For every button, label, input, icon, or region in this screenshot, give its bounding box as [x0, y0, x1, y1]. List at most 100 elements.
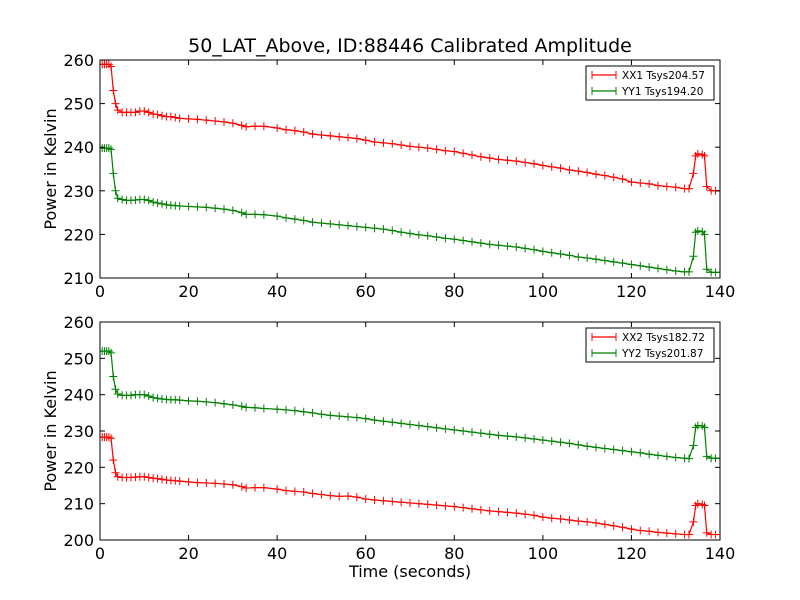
data-point — [282, 213, 290, 222]
chart-panel-2: 0 20 40 60 80 100 120 140 200 210 220 230 240 250 260 P… — [41, 313, 735, 581]
y-tick-label: 200 — [63, 531, 94, 550]
data-point — [423, 422, 432, 431]
data-point — [574, 517, 583, 526]
data-point — [251, 210, 259, 219]
data-point — [530, 245, 538, 254]
data-point — [149, 198, 158, 207]
data-point — [379, 496, 388, 505]
data-point — [636, 261, 645, 270]
data-point — [326, 491, 335, 500]
data-point — [211, 117, 220, 126]
data-point — [153, 474, 162, 483]
data-point — [193, 202, 202, 211]
data-point — [406, 142, 414, 151]
data-point — [273, 405, 282, 414]
data-point — [432, 145, 441, 154]
legend-swatch-marker — [591, 333, 617, 341]
data-point — [273, 124, 282, 133]
data-point — [512, 243, 521, 252]
data-point — [583, 442, 592, 451]
data-point — [432, 233, 441, 242]
data-point — [220, 480, 228, 489]
data-point — [406, 498, 414, 507]
data-point — [361, 223, 370, 232]
data-point — [299, 127, 308, 136]
data-point — [202, 203, 211, 212]
x-tick-label: 120 — [616, 282, 647, 301]
data-point — [609, 521, 618, 530]
data-point — [326, 131, 335, 140]
data-point — [700, 151, 709, 160]
data-point — [175, 396, 184, 405]
data-point — [450, 235, 459, 244]
y-tick-label: 220 — [63, 225, 94, 244]
data-point — [432, 501, 441, 510]
data-point — [583, 517, 592, 526]
y-tick-label: 220 — [63, 458, 94, 477]
data-point — [299, 407, 308, 416]
data-point — [158, 475, 166, 484]
data-point — [140, 472, 149, 481]
y-tick-label: 240 — [63, 138, 94, 157]
legend-box — [585, 327, 715, 363]
data-point — [700, 423, 709, 432]
data-point — [202, 397, 211, 406]
data-point — [237, 208, 246, 217]
legend-swatch-marker — [591, 87, 617, 95]
data-point — [140, 107, 149, 116]
y-tick-label: 250 — [63, 349, 94, 368]
data-point — [441, 501, 450, 510]
data-point — [450, 425, 459, 434]
data-point — [193, 397, 202, 406]
data-point — [485, 240, 494, 249]
data-point — [352, 493, 361, 502]
data-point — [468, 237, 476, 246]
data-point — [308, 489, 317, 498]
data-point — [140, 195, 149, 204]
data-point — [671, 267, 680, 276]
legend-label: XX2 Tsys182.72 — [622, 332, 705, 344]
data-point — [547, 248, 556, 257]
data-point — [397, 419, 406, 428]
data-point — [702, 452, 711, 461]
data-point — [175, 477, 184, 486]
data-point — [109, 169, 118, 178]
data-point — [494, 155, 503, 164]
data-point — [111, 99, 120, 108]
data-point — [627, 525, 636, 534]
data-point — [107, 434, 116, 443]
data-point — [468, 151, 476, 160]
data-point — [414, 499, 423, 508]
data-point — [485, 154, 494, 163]
data-point — [317, 490, 326, 499]
y-tick-label: 210 — [63, 269, 94, 288]
data-point — [352, 413, 361, 422]
data-point — [530, 159, 538, 168]
data-point — [565, 439, 574, 448]
data-point — [127, 391, 135, 400]
data-point — [627, 447, 636, 456]
data-point — [693, 499, 702, 508]
data-point — [259, 483, 268, 492]
data-point — [184, 477, 193, 486]
data-point — [184, 202, 193, 211]
data-point — [627, 178, 636, 187]
data-point — [592, 443, 600, 452]
data-point — [459, 427, 468, 435]
data-point — [459, 236, 468, 245]
data-point — [512, 432, 521, 441]
data-point — [242, 484, 251, 493]
x-tick-label: 40 — [267, 544, 287, 563]
data-point — [388, 226, 397, 235]
data-point — [671, 529, 680, 538]
data-point — [693, 149, 702, 158]
data-point — [237, 121, 246, 130]
data-point — [370, 416, 379, 425]
data-point — [671, 453, 680, 462]
data-point — [379, 417, 388, 426]
data-point — [574, 167, 583, 176]
data-point — [317, 410, 326, 419]
legend-box — [585, 65, 715, 101]
y-tick-label: 250 — [63, 95, 94, 114]
